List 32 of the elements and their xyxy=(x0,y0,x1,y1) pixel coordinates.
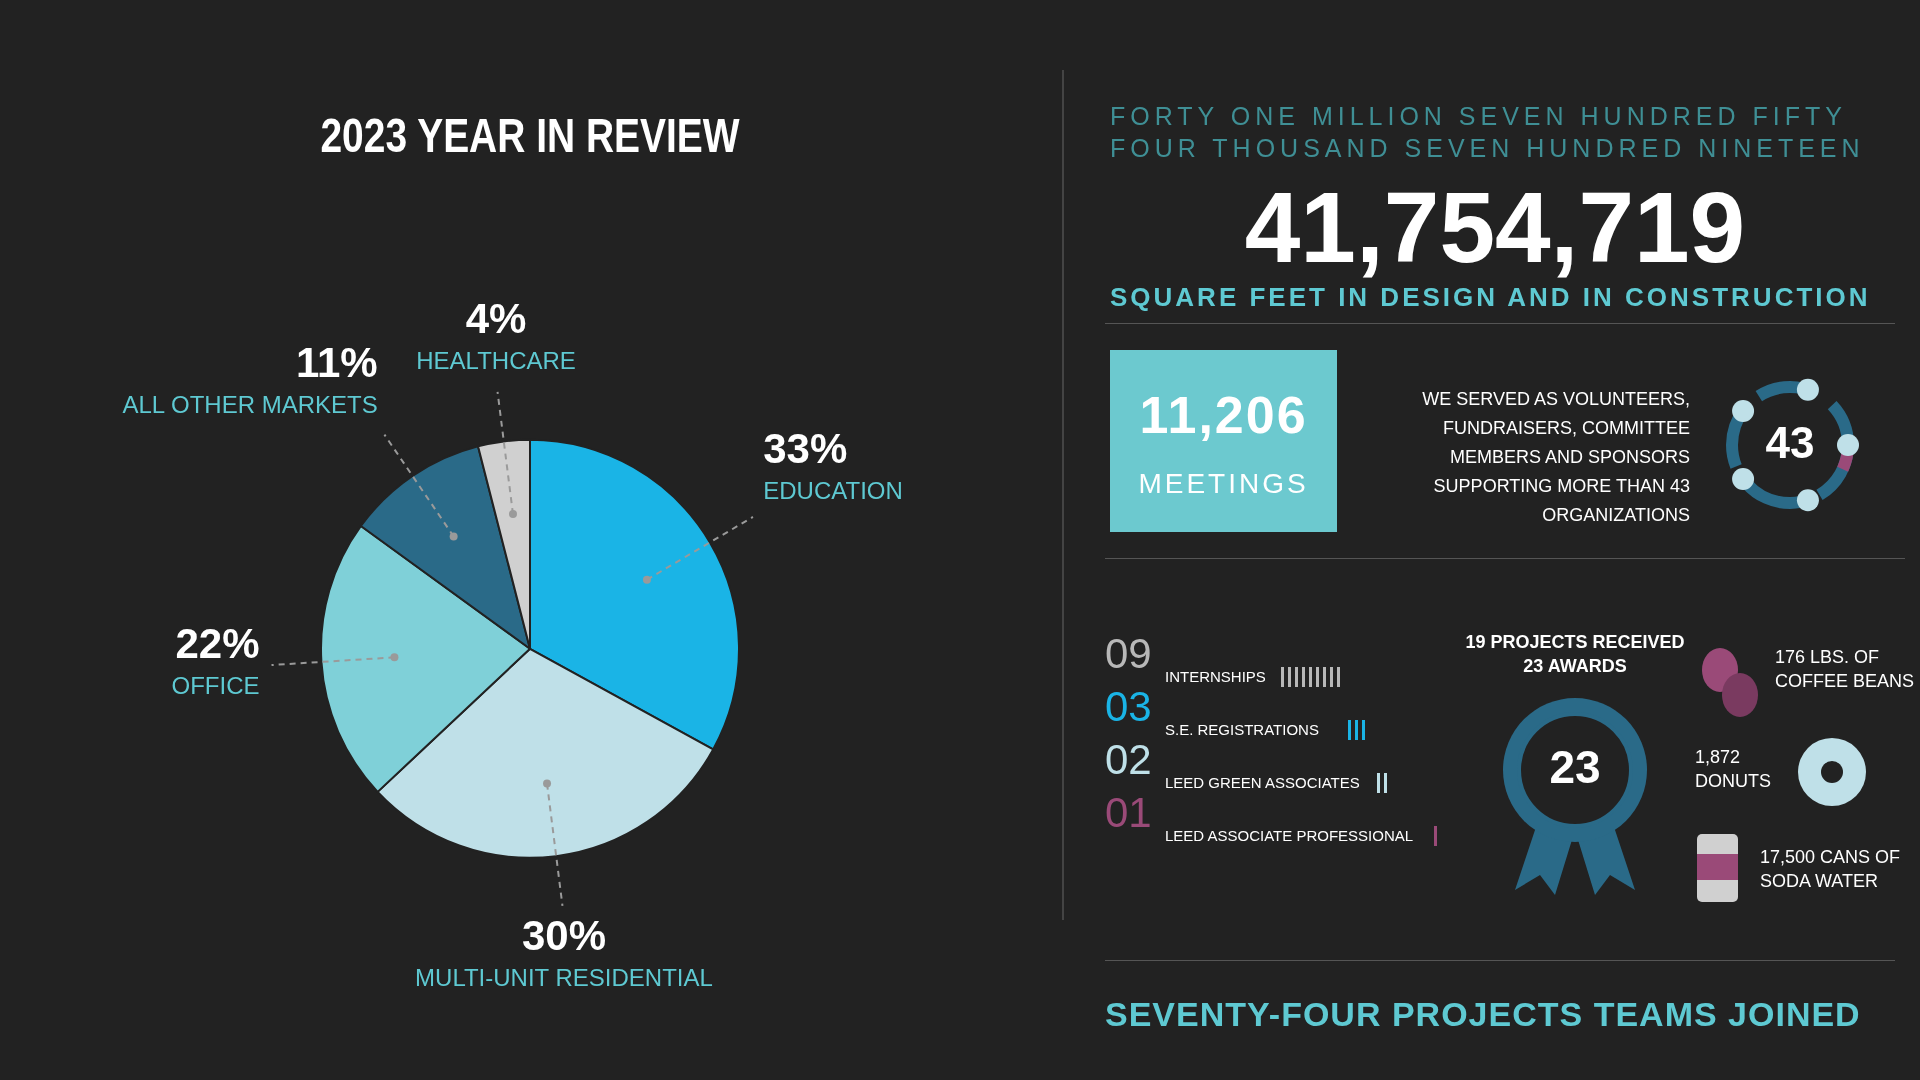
text: LEED ASSOCIATE PROFESSIONAL xyxy=(1165,827,1414,844)
slice-label: MULTI-UNIT RESIDENTIAL xyxy=(415,964,713,992)
slice-label: ALL OTHER MARKETS xyxy=(122,391,378,419)
text: 19 PROJECTS RECEIVED 23 AWARDS xyxy=(1465,631,1685,678)
text: 43 xyxy=(1764,418,1816,468)
text: S.E. REGISTRATIONS xyxy=(1165,721,1319,738)
text: 41,754,719 xyxy=(1243,170,1747,285)
data-label: 33% xyxy=(763,425,848,473)
text: 1,872 DONUTS xyxy=(1695,746,1772,793)
text: SQUARE FEET IN DESIGN AND IN CONSTRUCTION xyxy=(1110,282,1872,313)
text: 02 xyxy=(1105,736,1152,784)
slice-label: EDUCATION xyxy=(763,477,903,505)
slice-label: OFFICE xyxy=(171,672,260,700)
text: 176 LBS. OF COFFEE BEANS xyxy=(1775,646,1915,693)
text: WE SERVED AS VOLUNTEERS, FUNDRAISERS, COMMITTEE MEMBERS AND SPONSORS SUPPORTING MORE THAN 43 ORGANIZATIONS xyxy=(1421,388,1690,527)
data-label: 11% xyxy=(295,339,378,387)
text: FORTY ONE MILLION SEVEN HUNDRED FIFTY FOUR THOUSAND SEVEN HUNDRED NINETEEN xyxy=(1110,101,1866,164)
text: 23 xyxy=(1548,740,1602,794)
data-label: 22% xyxy=(175,620,260,668)
data-label: 30% xyxy=(521,912,606,960)
text: 11,206 xyxy=(1138,385,1309,445)
chart-title: 2023 YEAR IN REVIEW xyxy=(320,108,741,162)
text: 01 xyxy=(1105,789,1152,837)
data-label: 4% xyxy=(465,294,527,342)
text: 09 xyxy=(1105,630,1152,678)
text: LEED GREEN ASSOCIATES xyxy=(1165,774,1360,791)
text: 17,500 CANS OF SODA WATER xyxy=(1760,846,1902,893)
text: MEETINGS xyxy=(1137,468,1310,500)
text: SEVENTY-FOUR PROJECTS TEAMS JOINED xyxy=(1105,995,1861,1034)
text: INTERNSHIPS xyxy=(1165,668,1266,685)
slice-label: HEALTHCARE xyxy=(416,346,576,374)
text: 03 xyxy=(1105,683,1152,731)
